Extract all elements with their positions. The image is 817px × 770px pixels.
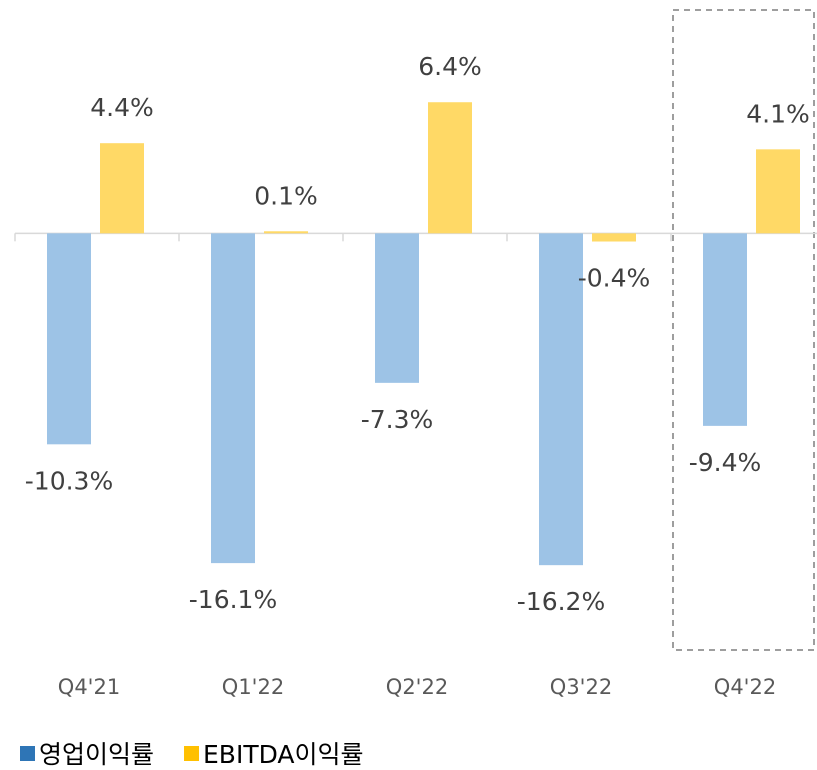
bar — [539, 233, 583, 566]
bar — [428, 102, 472, 234]
bar — [703, 233, 747, 426]
value-label: 4.4% — [90, 93, 154, 122]
bar — [47, 233, 91, 445]
bar — [375, 233, 419, 383]
bar — [264, 231, 308, 234]
bar — [100, 143, 144, 234]
value-label: 4.1% — [746, 99, 810, 128]
value-label: -7.3% — [361, 405, 434, 434]
bar — [756, 149, 800, 234]
x-tick-label: Q3'22 — [550, 675, 612, 699]
value-label: -0.4% — [578, 264, 651, 293]
value-label: -16.2% — [517, 587, 605, 616]
x-tick-label: Q2'22 — [386, 675, 448, 699]
value-label: -10.3% — [25, 466, 113, 495]
value-label: -16.1% — [189, 585, 277, 614]
legend-label: 영업이익률 — [39, 740, 154, 769]
bar — [211, 233, 255, 564]
value-label: 6.4% — [418, 52, 482, 81]
legend-swatch — [184, 746, 200, 761]
x-tick-label: Q4'21 — [58, 675, 120, 699]
legend-label: EBITDA이익률 — [203, 740, 364, 769]
value-label: 0.1% — [254, 181, 318, 210]
highlight-box — [672, 9, 815, 651]
x-tick-label: Q1'22 — [222, 675, 284, 699]
legend-swatch — [20, 746, 35, 761]
x-tick-label: Q4'22 — [714, 675, 776, 699]
value-label: -9.4% — [689, 448, 762, 477]
bar — [592, 233, 636, 242]
